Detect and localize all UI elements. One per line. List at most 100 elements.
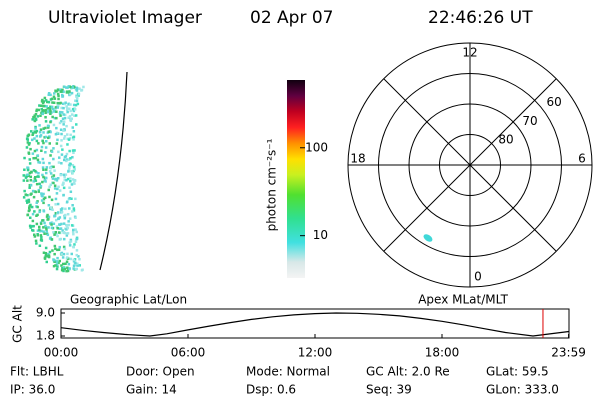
- aurora-pixel: [66, 86, 69, 89]
- aurora-pixel: [26, 166, 29, 169]
- aurora-pixel: [31, 225, 34, 228]
- aurora-pixel: [60, 106, 63, 110]
- aurora-pixel: [50, 238, 54, 241]
- aurora-pixel: [34, 156, 38, 160]
- aurora-pixel: [63, 231, 66, 235]
- aurora-pixel: [72, 245, 75, 249]
- aurora-pixel: [34, 125, 37, 129]
- aurora-pixel: [48, 195, 51, 199]
- aurora-pixel: [60, 90, 63, 93]
- aurora-pixel: [66, 266, 69, 269]
- aurora-pixel: [52, 123, 56, 127]
- aurora-pixel: [44, 180, 47, 183]
- aurora-pixel: [45, 105, 48, 108]
- aurora-pixel: [66, 158, 69, 161]
- aurora-pixel: [64, 155, 68, 158]
- aurora-pixel: [26, 134, 30, 137]
- aurora-pixel: [62, 123, 65, 126]
- aurora-pixel: [71, 204, 74, 207]
- aurora-pixel: [55, 110, 58, 113]
- aurora-pixel: [45, 230, 48, 233]
- aurora-pixel: [47, 255, 51, 259]
- aurora-pixel: [36, 213, 39, 217]
- aurora-pixel: [47, 109, 50, 113]
- aurora-pixel: [68, 137, 72, 140]
- status-field: Door: Open: [126, 365, 195, 379]
- aurora-pixel: [52, 181, 55, 185]
- aurora-pixel: [61, 111, 64, 114]
- aurora-pixel: [28, 208, 31, 212]
- aurora-pixel: [69, 118, 73, 122]
- aurora-pixel: [72, 151, 75, 154]
- aurora-pixel: [55, 126, 58, 130]
- aurora-pixel: [59, 227, 63, 230]
- aurora-pixel: [41, 101, 45, 105]
- aurora-pixel: [47, 226, 50, 229]
- aurora-pixel: [45, 166, 49, 169]
- aurora-pixel: [46, 107, 49, 110]
- aurora-pixel: [49, 206, 53, 209]
- aurora-pixel: [65, 159, 68, 163]
- aurora-pixel: [60, 139, 63, 142]
- aurora-pixel: [72, 267, 75, 270]
- aurora-pixel: [56, 138, 59, 142]
- aurora-pixel: [66, 256, 69, 259]
- aurora-pixel: [63, 158, 66, 162]
- aurora-pixel: [62, 262, 65, 266]
- aurora-pixel: [39, 186, 42, 189]
- aurora-pixel: [34, 118, 38, 121]
- polar-ring: [408, 103, 532, 227]
- aurora-pixel: [56, 265, 59, 268]
- aurora-pixel: [36, 154, 40, 157]
- aurora-pixel: [47, 126, 50, 129]
- aurora-pixel: [65, 260, 69, 263]
- aurora-pixel: [26, 201, 29, 204]
- aurora-pixel: [69, 157, 72, 160]
- aurora-pixel: [35, 222, 39, 226]
- aurora-pixel: [44, 151, 47, 154]
- aurora-pixel: [62, 129, 65, 132]
- aurora-pixel: [68, 186, 71, 189]
- aurora-pixel: [48, 142, 51, 145]
- aurora-pixel: [42, 226, 45, 229]
- aurora-pixel: [47, 93, 50, 96]
- aurora-pixel: [64, 207, 67, 211]
- aurora-pixel: [41, 98, 44, 102]
- aurora-pixel: [74, 267, 78, 271]
- aurora-pixel: [63, 267, 66, 271]
- aurora-pixel: [50, 226, 54, 229]
- aurora-pixel: [39, 184, 43, 188]
- aurora-pixel: [49, 221, 53, 225]
- aurora-pixel: [58, 223, 62, 226]
- aurora-pixel: [77, 92, 81, 96]
- limb-line: [99, 71, 128, 271]
- panel-title-left: Geographic Lat/Lon: [70, 293, 187, 307]
- aurora-pixel: [58, 259, 61, 263]
- aurora-pixel: [63, 85, 66, 89]
- aurora-pixel: [40, 236, 43, 239]
- aurora-pixel: [62, 266, 66, 269]
- aurora-pixel: [61, 256, 65, 259]
- aurora-pixel: [45, 140, 48, 143]
- aurora-pixel: [34, 113, 38, 116]
- aurora-pixel: [64, 262, 67, 265]
- aurora-pixel: [50, 165, 54, 168]
- aurora-pixel: [69, 177, 72, 180]
- status-field: IP: 36.0: [10, 383, 55, 397]
- aurora-pixel: [62, 245, 66, 249]
- aurora-pixel: [71, 164, 75, 167]
- aurora-pixel: [70, 252, 73, 256]
- aurora-pixel: [51, 107, 55, 111]
- aurora-pixel: [37, 190, 40, 193]
- aurora-pixel: [43, 256, 47, 259]
- aurora-pixel: [67, 116, 70, 119]
- aurora-pixel: [47, 130, 50, 133]
- aurora-pixel: [41, 139, 44, 143]
- aurora-pixel: [28, 186, 31, 189]
- aurora-pixel: [72, 130, 76, 133]
- aurora-pixel: [51, 177, 55, 180]
- aurora-pixel: [44, 252, 48, 255]
- aurora-pixel: [63, 237, 66, 241]
- aurora-pixel: [25, 199, 28, 202]
